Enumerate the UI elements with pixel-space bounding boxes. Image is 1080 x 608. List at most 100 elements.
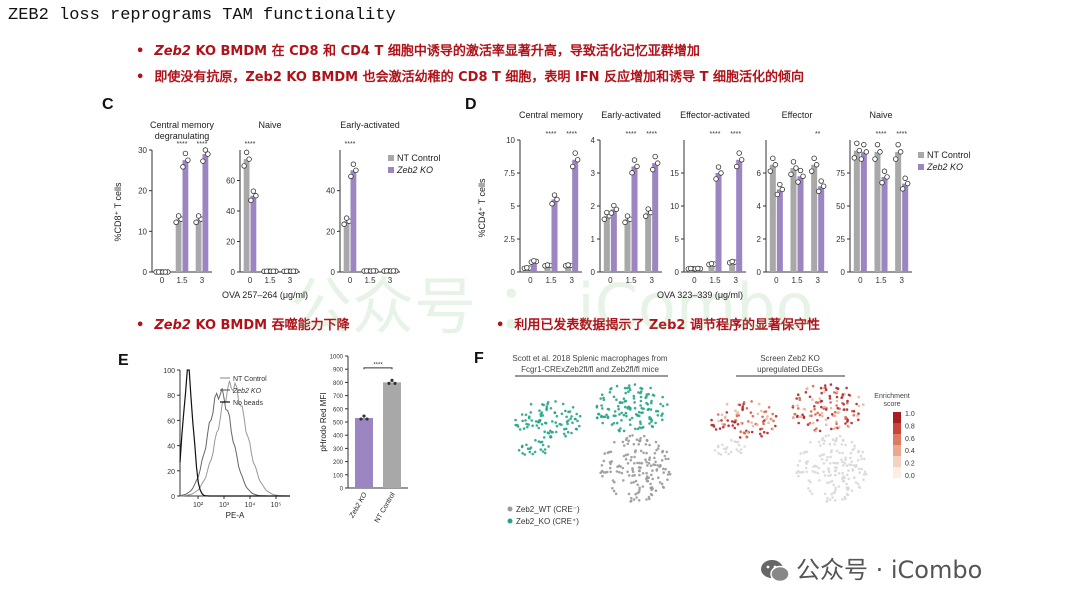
d-4-sig: ****	[876, 131, 887, 138]
f-umap-point	[526, 447, 530, 451]
f-heat-point	[796, 415, 799, 419]
f-heat-point	[741, 407, 744, 410]
f-heat-point	[829, 450, 833, 454]
c-2-dot	[341, 221, 347, 227]
f-heat-point	[716, 413, 720, 416]
f-heat-point	[834, 473, 837, 477]
e-hist-xlabel: PE-A	[226, 511, 245, 520]
f-heat-point	[830, 427, 833, 431]
f-umap-point	[664, 457, 668, 461]
f-umap-point	[639, 404, 642, 407]
f-umap-point	[638, 488, 641, 492]
f-umap-point	[564, 434, 567, 438]
e-bar-dot	[359, 417, 363, 421]
f-umap-point	[520, 445, 524, 449]
f-heat-point	[817, 440, 821, 444]
bullet-1-gene: Zeb2	[154, 44, 191, 59]
f-umap-point	[538, 420, 541, 424]
f-heat-point	[853, 476, 856, 480]
f-umap-point	[648, 458, 651, 462]
f-heat-point	[771, 427, 774, 431]
f-heat-point	[804, 466, 808, 470]
f-umap-point	[630, 496, 633, 500]
d-3-ytick-label: 4	[757, 202, 762, 211]
f-umap-point	[622, 397, 626, 401]
d-4-dot	[897, 149, 904, 155]
f-heat-point	[850, 421, 853, 425]
f-heat-point	[850, 489, 854, 493]
wechat-icon	[761, 560, 790, 583]
f-heat-point	[833, 410, 837, 414]
f-umap-point	[628, 418, 632, 422]
d-0-dot	[572, 150, 578, 156]
d-2-dot	[733, 163, 740, 170]
f-heat-point	[798, 398, 802, 402]
f-heat-point	[797, 407, 800, 410]
d-4-xtick-label: 1.5	[875, 276, 887, 285]
e-bar-dot	[362, 414, 366, 418]
e-bar-ytick-label: 800	[333, 381, 344, 387]
f-heat-point	[842, 464, 845, 467]
f-umap-point	[560, 423, 563, 427]
f-heat-point	[758, 432, 762, 436]
f-heat-point	[834, 469, 837, 472]
f-heat-point	[725, 411, 729, 414]
f-umap-point	[654, 489, 658, 493]
f-heat-point	[740, 421, 743, 425]
d-0-xtick-label: 3	[569, 276, 574, 285]
f-umap-point	[599, 397, 602, 400]
c-2-xtick-label: 1.5	[364, 276, 376, 285]
f-heat-point	[730, 420, 734, 423]
c-0-ytick-label: 10	[138, 227, 147, 236]
d-legend-swatch-control	[918, 152, 924, 158]
c-1-dot	[250, 188, 257, 194]
f-heat-point	[857, 404, 861, 408]
f-umap-point	[627, 390, 630, 394]
f-umap-point	[641, 472, 645, 475]
c-0-bar-control	[195, 219, 202, 272]
d-0-ytick-label: 10	[506, 136, 515, 145]
f-umap-point	[631, 474, 634, 478]
d-3-bar-control	[769, 164, 776, 272]
c-2-ytick-label: 0	[331, 268, 336, 277]
c-1-ytick-label: 20	[226, 238, 235, 247]
f-heat-point	[845, 408, 849, 411]
f-heat-point	[832, 461, 835, 465]
f-heat-point	[766, 431, 769, 435]
f-umap-point	[534, 420, 538, 423]
d-0-ytick-label: 7.5	[504, 169, 516, 178]
f-umap-point	[666, 478, 669, 482]
f-heat-point	[840, 396, 843, 400]
f-umap-point	[600, 464, 604, 467]
f-heat-point	[828, 442, 832, 446]
f-heat-point	[844, 456, 848, 460]
f-heat-point	[846, 399, 849, 403]
f-heat-point	[845, 482, 848, 486]
f-umap-point	[547, 445, 550, 448]
f-legend-swatch-wt	[507, 506, 513, 512]
f-umap-point	[620, 411, 623, 415]
f-umap-point	[529, 402, 533, 406]
d-0-bar-ko	[551, 199, 558, 272]
d-1-dot	[652, 153, 658, 160]
f-heat-point	[856, 482, 860, 486]
d-3-bar-control	[790, 168, 797, 272]
f-umap-point	[645, 477, 648, 481]
f-umap-point	[613, 480, 616, 484]
f-umap-point	[632, 397, 636, 400]
c-0-dot	[202, 147, 209, 153]
d-2-title: Effector-activated	[680, 110, 750, 120]
f-heat-point	[710, 418, 713, 422]
f-heat-point	[750, 400, 753, 403]
f-heat-point	[825, 423, 828, 427]
d-4-xtick-label: 3	[899, 276, 904, 285]
f-heat-point	[807, 487, 810, 490]
f-heat-point	[838, 451, 841, 455]
f-heat-point	[822, 442, 826, 446]
f-umap-point	[646, 408, 650, 412]
f-umap-point	[535, 424, 539, 427]
c-0-dot	[205, 151, 211, 157]
f-umap-point	[651, 477, 654, 481]
f-umap-point	[546, 431, 550, 435]
e-bar-category-label: Zeb2 KO	[348, 491, 369, 520]
